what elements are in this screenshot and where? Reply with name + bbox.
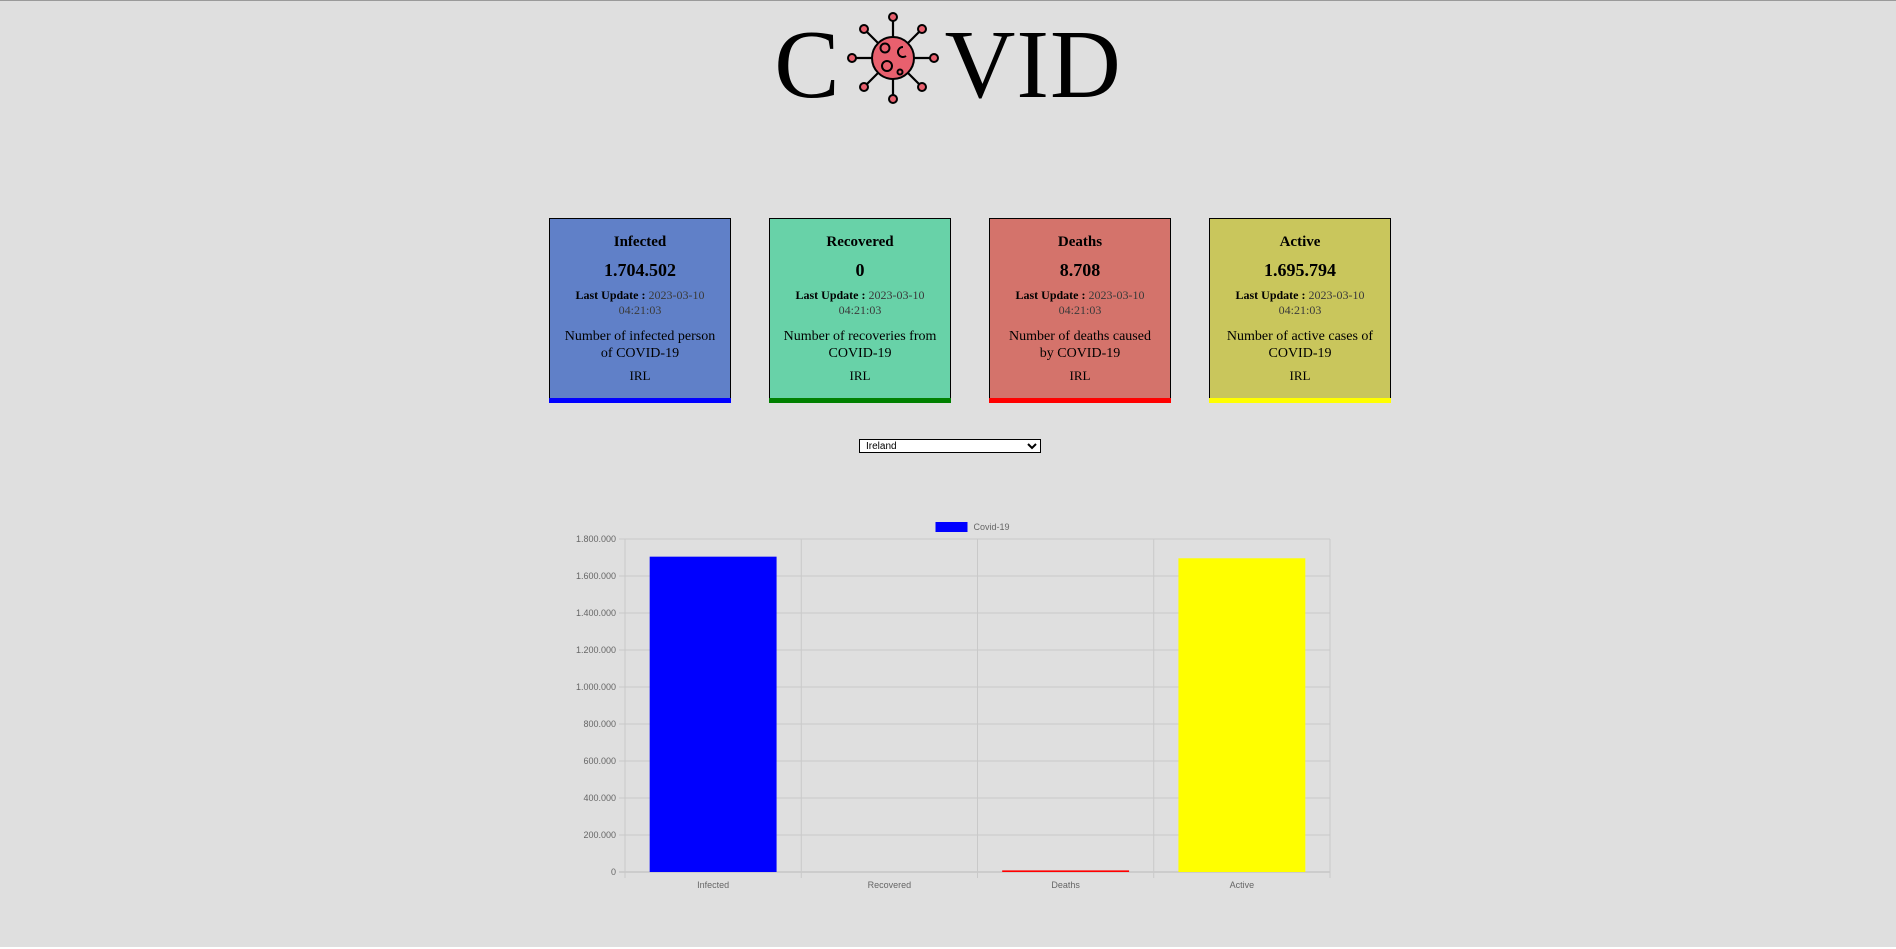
card-title: Recovered [826,234,894,250]
card-active: Active 1.695.794 Last Update : 2023-03-1… [1209,218,1391,403]
card-accent-bar [549,398,731,403]
y-tick-label: 1.600.000 [576,571,616,581]
chart-svg: 0 200.000 400.000 600.000 800.000 1.000.000 1.… [576,522,1331,890]
card-description: Number of recoveries from COVID-19 [783,329,937,361]
last-update-label: Last Update : [1235,288,1306,302]
country-select[interactable]: Ireland [859,439,1041,453]
card-accent-bar [769,398,951,403]
y-tick-label: 200.000 [583,830,616,840]
virus-icon [846,12,939,104]
card-description: Number of active cases of COVID-19 [1226,329,1374,361]
y-tick-label: 400.000 [583,793,616,803]
y-tick-label: 1.400.000 [576,608,616,618]
card-accent-bar [989,398,1171,403]
card-value: 1.695.794 [1264,260,1336,280]
country-select-wrapper: Ireland [859,436,1041,454]
bar-active [1178,558,1306,872]
card-description: Number of deaths caused by COVID-19 [1009,329,1151,361]
stats-cards: Infected 1.704.502 Last Update : 2023-03… [549,218,1391,403]
title-right: VID [944,11,1122,119]
card-country-code: IRL [629,368,651,383]
last-update-label: Last Update : [795,288,866,302]
y-tick-label: 1.000.000 [576,682,616,692]
last-update-timestamp: 2023-03-10 04:21:03 [1058,288,1145,317]
covid-bar-chart: 0 200.000 400.000 600.000 800.000 1.000.000 1.… [560,517,1340,897]
card-last-update: Last Update : 2023-03-10 04:21:03 [990,288,1170,318]
card-last-update: Last Update : 2023-03-10 04:21:03 [1210,288,1390,318]
card-title: Infected [613,234,667,250]
y-tick-label: 1.200.000 [576,645,616,655]
x-tick-label: Infected [697,880,729,890]
card-value: 1.704.502 [604,260,676,280]
last-update-timestamp: 2023-03-10 04:21:03 [618,288,705,317]
x-tick-label: Active [1230,880,1255,890]
card-value: 8.708 [1059,260,1101,280]
y-tick-label: 0 [611,867,616,877]
last-update-label: Last Update : [575,288,646,302]
card-description: Number of infected person of COVID-19 [564,329,716,361]
card-deaths: Deaths 8.708 Last Update : 2023-03-10 04… [989,218,1171,403]
card-title: Deaths [1057,234,1103,250]
y-tick-label: 600.000 [583,756,616,766]
y-tick-label: 800.000 [583,719,616,729]
bottom-strip [0,947,1896,949]
x-tick-label: Recovered [868,880,912,890]
x-tick-label: Deaths [1051,880,1080,890]
card-recovered: Recovered 0 Last Update : 2023-03-10 04:… [769,218,951,403]
card-country-code: IRL [1289,368,1311,383]
legend-label: Covid-19 [974,522,1010,532]
card-title: Active [1279,234,1321,250]
legend-swatch [935,522,968,532]
title-left: C [774,11,841,119]
last-update-timestamp: 2023-03-10 04:21:03 [1278,288,1365,317]
last-update-timestamp: 2023-03-10 04:21:03 [838,288,925,317]
card-country-code: IRL [1069,368,1091,383]
card-last-update: Last Update : 2023-03-10 04:21:03 [550,288,730,318]
page-title: C [0,11,1896,119]
card-accent-bar [1209,398,1391,403]
bar-deaths [1002,870,1130,872]
card-country-code: IRL [849,368,871,383]
y-tick-label: 1.800.000 [576,534,616,544]
card-infected: Infected 1.704.502 Last Update : 2023-03… [549,218,731,403]
card-last-update: Last Update : 2023-03-10 04:21:03 [770,288,950,318]
bar-infected [649,556,777,872]
card-value: 0 [855,260,865,280]
last-update-label: Last Update : [1015,288,1086,302]
